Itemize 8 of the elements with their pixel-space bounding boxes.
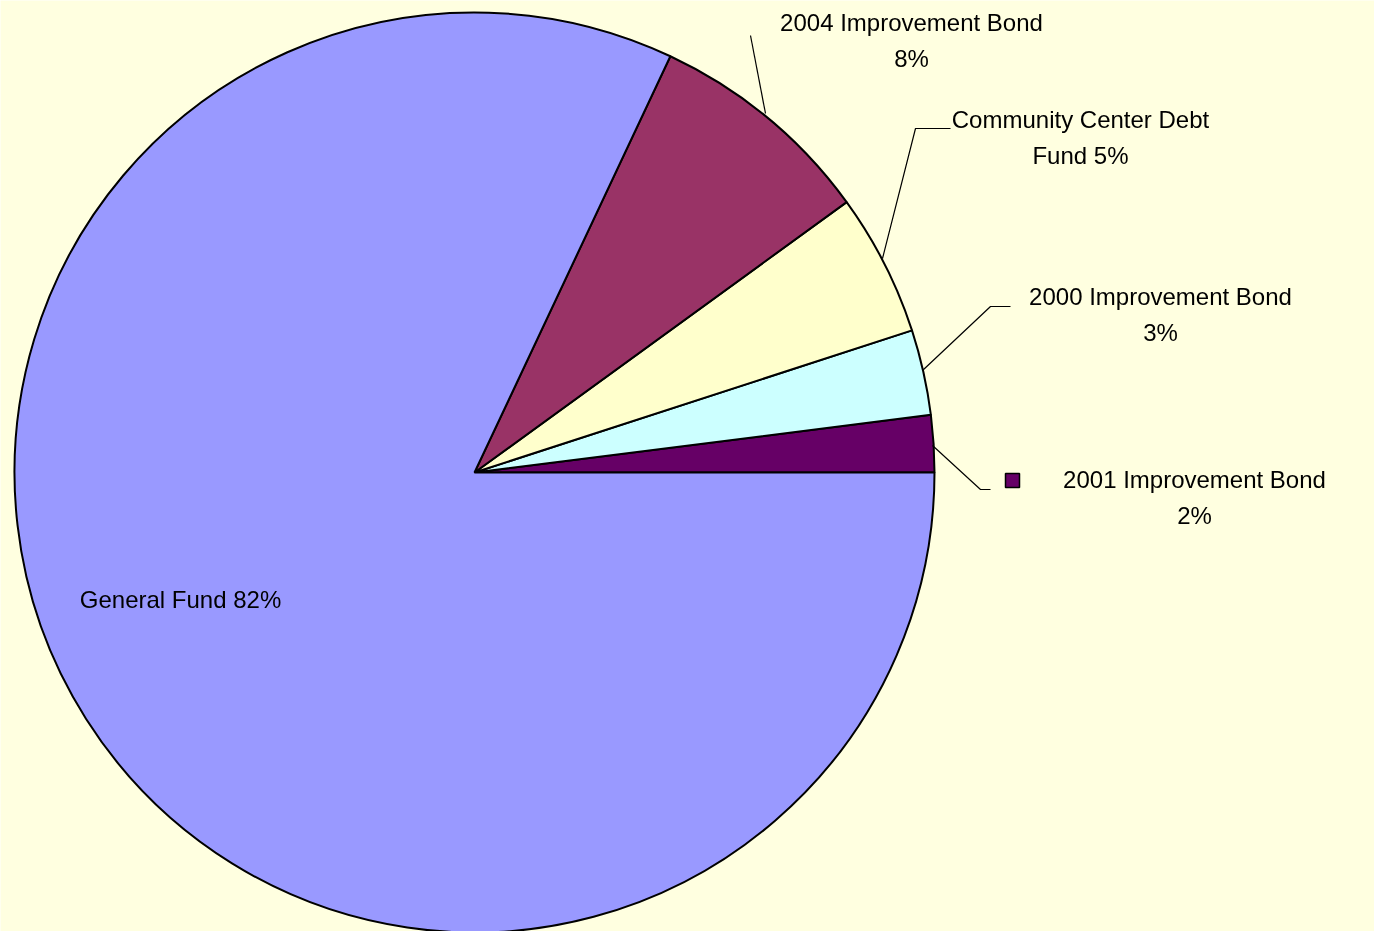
slice-label: 2000 Improvement Bond (1029, 282, 1292, 310)
slice-label: Community Center Debt Fund 5% (951, 105, 1210, 170)
data-label: 8% (894, 45, 929, 73)
slice-label: General Fund 82% (79, 586, 282, 613)
slice-label: 2004 Improvement Bond (780, 8, 1043, 36)
legend-label: 2001 Improvement Bond (1063, 465, 1326, 493)
data-label: 2% (1177, 502, 1212, 530)
data-label: 3% (1143, 319, 1178, 347)
